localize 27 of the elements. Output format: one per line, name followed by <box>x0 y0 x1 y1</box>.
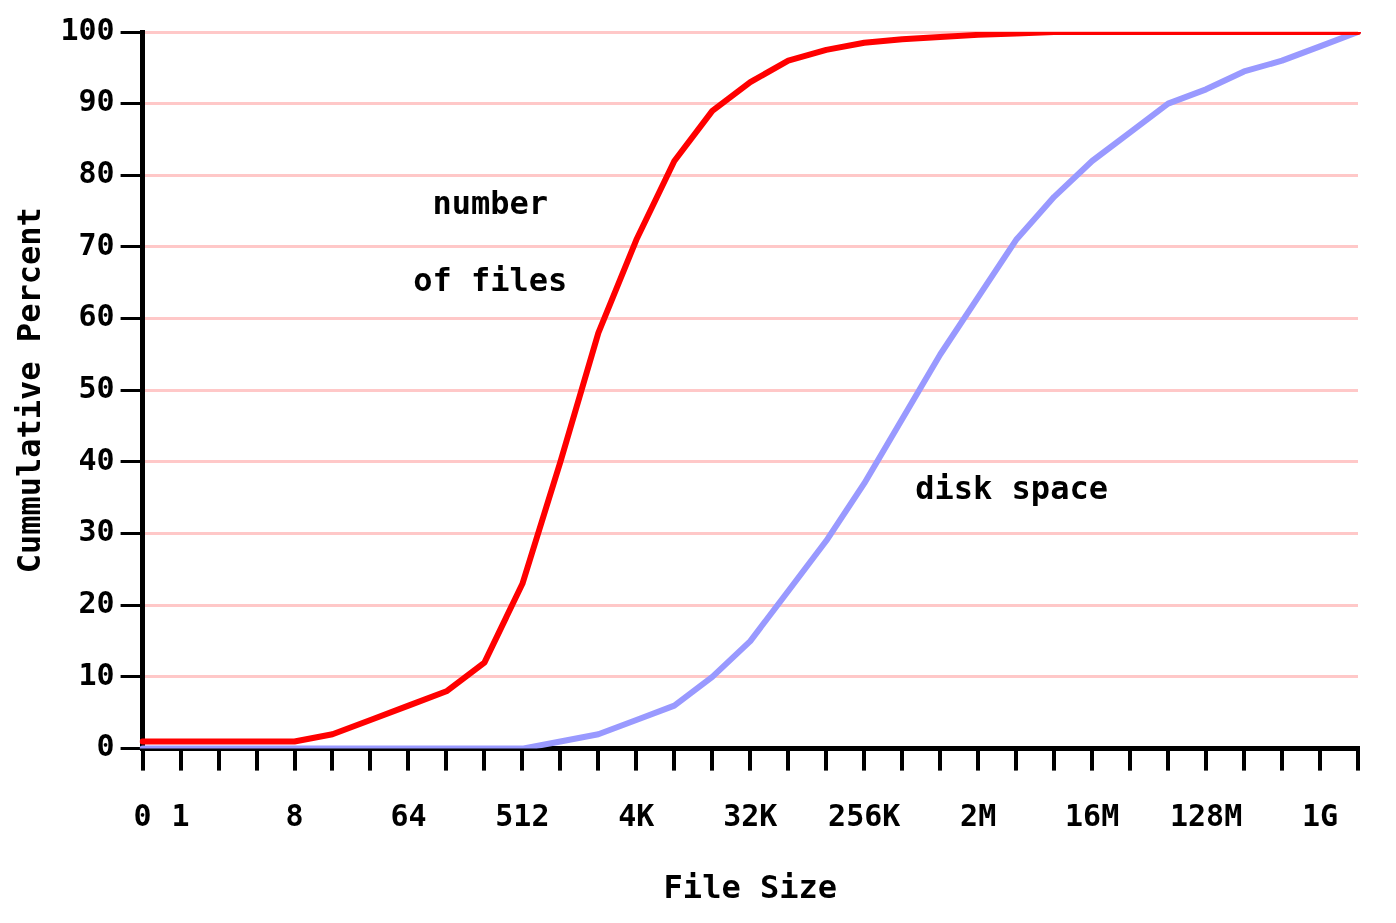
y-tick-label: 20 <box>78 585 115 621</box>
x-tick-label: 2M <box>960 798 997 834</box>
y-tick-label: 40 <box>78 441 115 477</box>
x-tick-label: 0 <box>133 798 152 834</box>
x-tick-label: 16M <box>1065 798 1120 834</box>
x-tick-label: 512 <box>495 798 550 834</box>
x-tick-label: 8 <box>285 798 304 834</box>
x-tick-label: 128M <box>1169 798 1243 834</box>
y-tick-label: 0 <box>96 728 115 764</box>
y-tick-label: 100 <box>60 11 115 47</box>
y-tick-label: 30 <box>78 513 115 549</box>
x-axis-title: File Size <box>663 868 837 907</box>
y-tick-label: 60 <box>78 298 115 334</box>
text: number of files <box>413 184 568 300</box>
x-tick-label: 32K <box>723 798 778 834</box>
x-tick-label: 64 <box>390 798 427 834</box>
x-tick-label: 1G <box>1301 798 1339 834</box>
y-tick-label: 50 <box>78 370 115 406</box>
y-tick-label: 10 <box>78 656 115 692</box>
y-tick-label: 90 <box>78 83 115 119</box>
x-tick-label: 4K <box>618 798 655 834</box>
y-tick-label: 70 <box>78 226 115 262</box>
x-tick-label: 1 <box>171 798 190 834</box>
series-label: disk space <box>915 468 1108 507</box>
y-axis-title: Cummulative Percent <box>9 207 48 574</box>
y-tick-label: 80 <box>78 155 115 191</box>
x-tick-label: 256K <box>828 798 901 834</box>
